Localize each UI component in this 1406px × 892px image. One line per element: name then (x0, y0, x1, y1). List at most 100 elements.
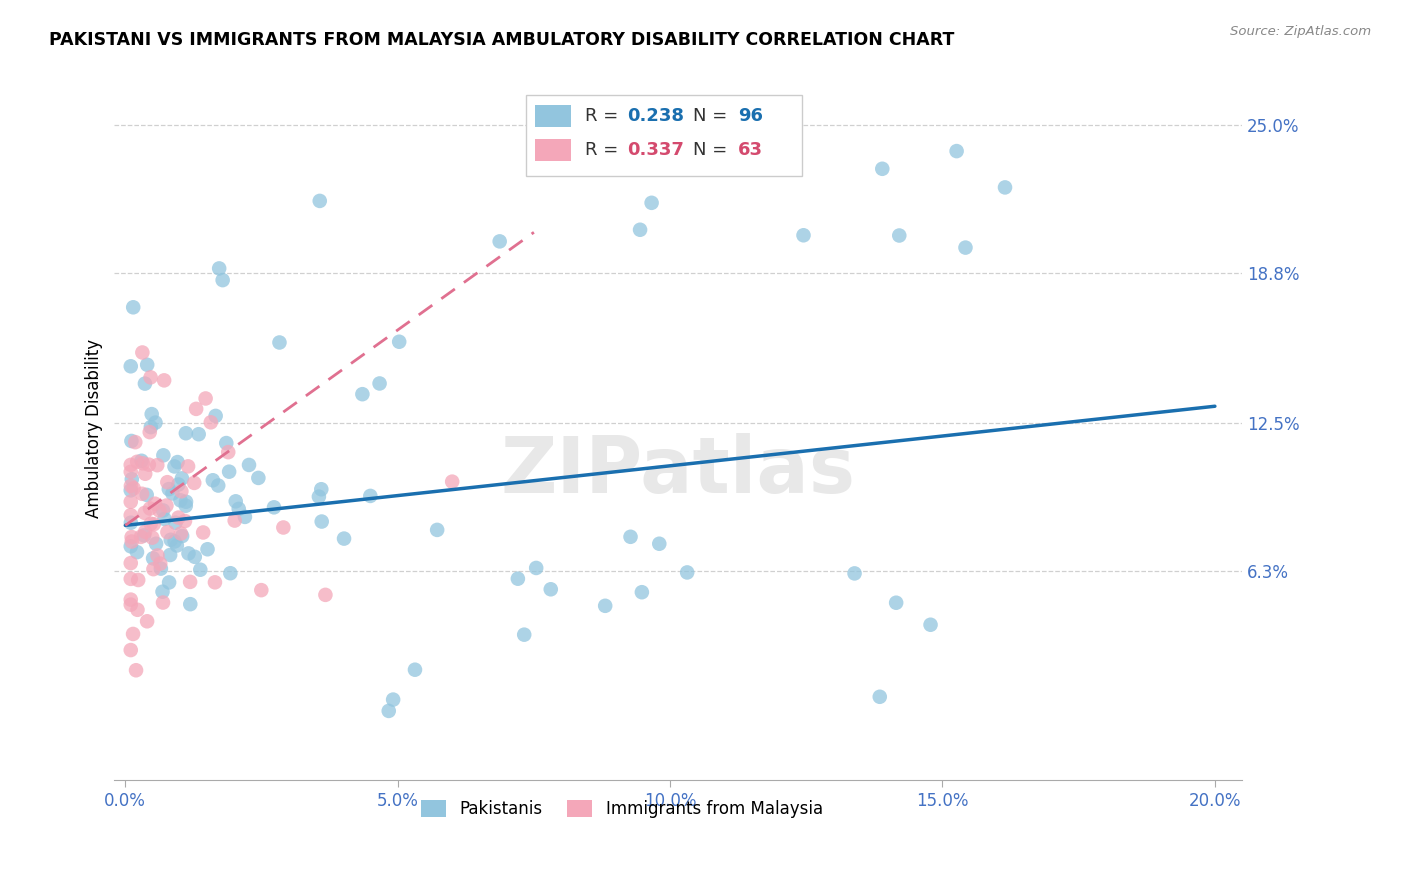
Point (247, 471, 270, 485)
Point (368, 376, 391, 391)
Point (132, 528, 155, 542)
Point (139, 420, 162, 434)
Point (120, 539, 142, 553)
Point (162, 486, 184, 500)
Point (218, 465, 240, 479)
Point (170, 526, 193, 541)
Point (204, 409, 226, 423)
Point (134, 524, 156, 539)
Text: ZIPatlas: ZIPatlas (501, 433, 856, 509)
Point (488, 235, 510, 249)
Point (889, 228, 911, 243)
Point (159, 548, 181, 562)
Point (120, 572, 142, 586)
Text: R =: R = (585, 107, 624, 125)
Point (121, 534, 143, 549)
Point (122, 481, 145, 495)
Point (177, 459, 200, 474)
Point (166, 455, 188, 469)
Point (404, 663, 426, 677)
Point (139, 501, 162, 516)
Point (869, 690, 891, 704)
Text: PAKISTANI VS IMMIGRANTS FROM MALAYSIA AMBULATORY DISABILITY CORRELATION CHART: PAKISTANI VS IMMIGRANTS FROM MALAYSIA AM… (49, 31, 955, 49)
Point (153, 512, 176, 526)
Point (215, 436, 238, 450)
Point (132, 456, 155, 470)
Point (127, 603, 149, 617)
Point (311, 515, 333, 529)
Text: R =: R = (585, 141, 624, 159)
Point (172, 529, 194, 543)
Point (263, 500, 285, 515)
Point (155, 499, 177, 513)
Point (314, 588, 336, 602)
Y-axis label: Ambulatory Disability: Ambulatory Disability (86, 339, 103, 518)
Point (134, 467, 156, 481)
Text: 0.337: 0.337 (627, 141, 685, 159)
Point (238, 458, 260, 472)
Point (136, 358, 159, 372)
Point (120, 479, 142, 493)
Point (217, 445, 239, 459)
Point (211, 273, 233, 287)
Point (233, 509, 256, 524)
Point (120, 359, 142, 374)
Point (127, 573, 149, 587)
Point (136, 615, 159, 629)
Point (120, 508, 142, 523)
Point (640, 195, 662, 210)
Point (120, 434, 142, 448)
Point (628, 223, 651, 237)
Point (125, 545, 148, 559)
Point (120, 458, 142, 472)
Point (540, 582, 562, 597)
Point (311, 482, 333, 496)
Point (844, 566, 866, 581)
Point (121, 472, 143, 486)
Text: N =: N = (693, 141, 733, 159)
Point (139, 370, 162, 384)
Point (269, 335, 291, 350)
Point (167, 477, 190, 491)
Point (193, 525, 215, 540)
Point (884, 596, 907, 610)
Point (194, 392, 217, 406)
Point (120, 465, 142, 479)
Point (382, 692, 405, 706)
Point (441, 475, 464, 489)
Point (145, 416, 167, 430)
Point (152, 596, 174, 610)
Point (228, 501, 250, 516)
Point (188, 563, 211, 577)
Point (177, 546, 200, 560)
Text: 96: 96 (738, 107, 763, 125)
Point (138, 458, 160, 472)
Point (167, 510, 190, 524)
Point (153, 373, 176, 387)
Point (197, 542, 219, 557)
Point (156, 475, 179, 490)
Point (174, 494, 197, 508)
Point (134, 376, 156, 391)
Point (122, 301, 145, 315)
Point (131, 345, 153, 359)
Point (163, 534, 186, 549)
Point (631, 585, 654, 599)
Point (142, 562, 165, 576)
Point (174, 499, 197, 513)
Point (352, 387, 374, 401)
Point (142, 551, 165, 566)
Point (156, 525, 179, 540)
Point (524, 561, 547, 575)
Point (273, 520, 295, 534)
Point (120, 483, 142, 498)
Point (377, 704, 399, 718)
Point (179, 574, 201, 589)
Point (166, 539, 188, 553)
Point (120, 494, 142, 508)
Point (122, 627, 145, 641)
Point (148, 503, 170, 517)
Point (124, 435, 146, 450)
Point (308, 490, 330, 504)
Point (174, 514, 197, 528)
